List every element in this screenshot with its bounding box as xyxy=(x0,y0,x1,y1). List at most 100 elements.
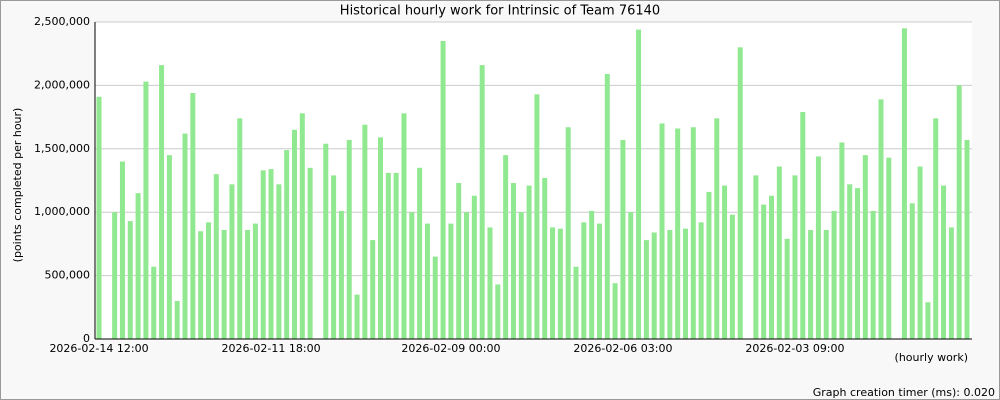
bar xyxy=(933,118,939,339)
bar xyxy=(393,172,399,339)
bar xyxy=(495,284,501,339)
bar xyxy=(589,210,595,339)
x-tick-label: 2026-02-14 12:00 xyxy=(49,342,148,355)
y-tick-label: 1,500,000 xyxy=(34,142,90,155)
bar xyxy=(941,185,947,339)
bar xyxy=(815,156,821,339)
x-axis-label: (hourly work) xyxy=(895,351,968,364)
bar xyxy=(456,183,462,339)
bar xyxy=(96,96,102,339)
bar xyxy=(370,240,376,339)
bar xyxy=(510,183,516,339)
y-tick-label: 2,000,000 xyxy=(34,78,90,91)
bar xyxy=(166,155,172,339)
bar xyxy=(862,155,868,339)
bar xyxy=(628,212,634,339)
bar xyxy=(714,118,720,339)
bar xyxy=(213,174,219,339)
bar xyxy=(252,223,258,339)
chart-title: Historical hourly work for Intrinsic of … xyxy=(340,4,660,19)
bar xyxy=(151,266,157,339)
bar xyxy=(659,123,665,339)
bar xyxy=(464,212,470,339)
bar xyxy=(886,157,892,339)
bar xyxy=(667,229,673,339)
bar xyxy=(526,185,532,339)
bar xyxy=(643,240,649,339)
bar xyxy=(855,188,861,339)
bar xyxy=(776,166,782,339)
footer: Graph creation timer (ms): 0.020 xyxy=(813,386,995,399)
bar xyxy=(518,212,524,339)
bar xyxy=(620,139,626,339)
bar xyxy=(550,227,556,339)
y-tick-label: 500,000 xyxy=(45,269,91,282)
bar xyxy=(190,93,196,340)
bar xyxy=(651,232,657,339)
bar xyxy=(909,203,915,339)
bar xyxy=(636,29,642,339)
y-tick-label: 2,500,000 xyxy=(34,15,90,28)
bar xyxy=(948,227,954,339)
bar xyxy=(487,227,493,339)
bar xyxy=(761,204,767,339)
bar xyxy=(385,172,391,339)
bar xyxy=(729,214,735,339)
x-tick-label: 2026-02-03 09:00 xyxy=(745,342,844,355)
bar xyxy=(237,118,243,339)
bar xyxy=(503,155,509,339)
bar xyxy=(378,137,384,339)
bar xyxy=(284,150,290,339)
bar xyxy=(331,175,337,339)
bar xyxy=(135,193,141,339)
bar xyxy=(424,223,430,339)
bar xyxy=(182,133,188,339)
bar xyxy=(143,81,149,339)
bar xyxy=(956,85,962,340)
bar xyxy=(831,210,837,339)
bar xyxy=(534,94,540,339)
bar xyxy=(229,184,235,339)
bar xyxy=(159,65,165,339)
bar xyxy=(925,302,931,339)
bar xyxy=(573,266,579,339)
bar xyxy=(596,223,602,339)
bar xyxy=(409,212,415,339)
bar xyxy=(722,185,728,339)
bar xyxy=(581,222,587,339)
y-tick-label: 1,000,000 xyxy=(34,205,90,218)
bar xyxy=(432,256,438,339)
bar xyxy=(276,184,282,339)
bar xyxy=(440,41,446,340)
bar xyxy=(675,128,681,339)
bar xyxy=(245,229,251,339)
bar xyxy=(839,142,845,339)
bar xyxy=(698,222,704,339)
bar xyxy=(542,177,548,339)
bar xyxy=(479,65,485,339)
bar xyxy=(800,112,806,339)
bar xyxy=(268,169,274,339)
bar xyxy=(878,99,884,340)
bar xyxy=(338,210,344,339)
bar xyxy=(792,175,798,339)
bar xyxy=(119,161,125,339)
x-tick-label: 2026-02-11 18:00 xyxy=(221,342,320,355)
bar xyxy=(706,191,712,339)
bar xyxy=(401,113,407,340)
y-axis-label: (points completed per hour) xyxy=(11,108,24,263)
bar xyxy=(362,124,368,339)
bar xyxy=(471,195,477,339)
bar xyxy=(448,223,454,339)
bar xyxy=(323,143,329,339)
bar xyxy=(784,238,790,339)
bar xyxy=(612,283,618,339)
bar xyxy=(205,222,211,339)
bar xyxy=(604,73,610,339)
bar xyxy=(112,212,118,339)
bar xyxy=(291,129,297,339)
bar xyxy=(221,229,227,339)
bar xyxy=(753,175,759,339)
bar xyxy=(870,210,876,339)
